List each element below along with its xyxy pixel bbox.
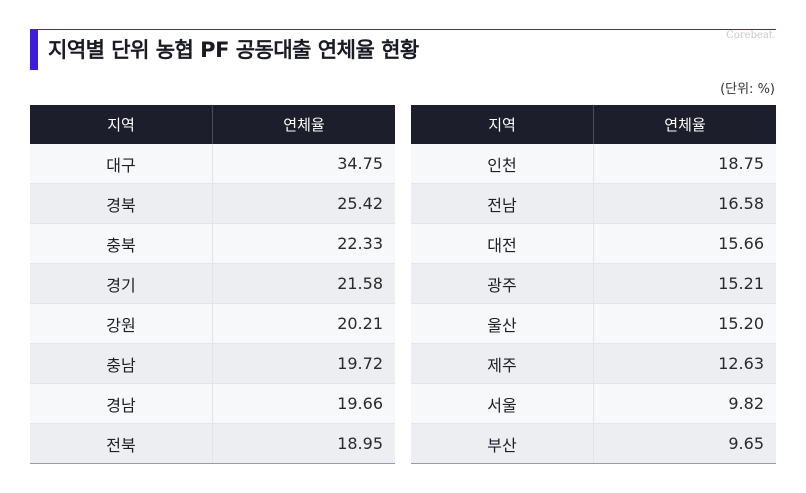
rate-cell: 19.66	[212, 383, 395, 424]
table-row: 서울 9.82	[411, 383, 776, 424]
top-rule	[30, 29, 776, 30]
region-cell: 부산	[411, 423, 594, 464]
table-row: 강원 20.21	[30, 303, 395, 344]
rate-cell: 15.20	[593, 303, 776, 344]
table-row: 인천 18.75	[411, 144, 776, 184]
rate-cell: 18.75	[593, 144, 776, 184]
table-row: 대구 34.75	[30, 144, 395, 184]
region-cell: 충북	[30, 223, 213, 264]
region-cell: 대구	[30, 144, 213, 184]
unit-label: (단위: %)	[720, 82, 775, 97]
region-cell: 경남	[30, 383, 213, 424]
rate-cell: 18.95	[212, 423, 395, 464]
region-cell: 울산	[411, 303, 594, 344]
rate-cell: 21.58	[212, 263, 395, 304]
region-cell: 대전	[411, 223, 594, 264]
table-row: 전남 16.58	[411, 183, 776, 224]
region-cell: 광주	[411, 263, 594, 304]
region-cell: 전남	[411, 183, 594, 224]
region-cell: 경북	[30, 183, 213, 224]
region-cell: 제주	[411, 343, 594, 384]
rate-cell: 15.66	[593, 223, 776, 264]
rate-cell: 12.63	[593, 343, 776, 384]
brand-watermark: Corebeat.	[726, 30, 776, 41]
rate-cell: 16.58	[593, 183, 776, 224]
table-header-row: 지역 연체율	[411, 105, 776, 144]
column-header-region: 지역	[30, 105, 213, 144]
column-header-rate: 연체율	[593, 105, 776, 144]
column-header-region: 지역	[411, 105, 594, 144]
rate-cell: 9.82	[593, 383, 776, 424]
rate-cell: 20.21	[212, 303, 395, 344]
table-row: 대전 15.66	[411, 223, 776, 264]
table-row: 광주 15.21	[411, 263, 776, 304]
rate-cell: 9.65	[593, 423, 776, 464]
table-row: 전북 18.95	[30, 423, 395, 464]
region-table-left: 지역 연체율 대구 34.75 경북 25.42 충북 22.33 경기 21.58 강원 20.…	[30, 105, 395, 464]
table-row: 경북 25.42	[30, 183, 395, 224]
region-table-right: 지역 연체율 인천 18.75 전남 16.58 대전 15.66 광주 15.21 울산 15.…	[411, 105, 776, 464]
table-row: 경기 21.58	[30, 263, 395, 304]
table-row: 울산 15.20	[411, 303, 776, 344]
page-title: 지역별 단위 농협 PF 공동대출 연체율 현황	[48, 38, 419, 62]
region-cell: 강원	[30, 303, 213, 344]
table-row: 경남 19.66	[30, 383, 395, 424]
table-header-row: 지역 연체율	[30, 105, 395, 144]
column-header-rate: 연체율	[212, 105, 395, 144]
table-row: 충북 22.33	[30, 223, 395, 264]
region-cell: 서울	[411, 383, 594, 424]
rate-cell: 15.21	[593, 263, 776, 304]
region-cell: 전북	[30, 423, 213, 464]
rate-cell: 34.75	[212, 144, 395, 184]
region-cell: 경기	[30, 263, 213, 304]
region-cell: 인천	[411, 144, 594, 184]
rate-cell: 22.33	[212, 223, 395, 264]
region-cell: 충남	[30, 343, 213, 384]
title-accent-bar	[30, 30, 38, 70]
table-row: 부산 9.65	[411, 423, 776, 464]
rate-cell: 25.42	[212, 183, 395, 224]
table-row: 제주 12.63	[411, 343, 776, 384]
rate-cell: 19.72	[212, 343, 395, 384]
table-row: 충남 19.72	[30, 343, 395, 384]
